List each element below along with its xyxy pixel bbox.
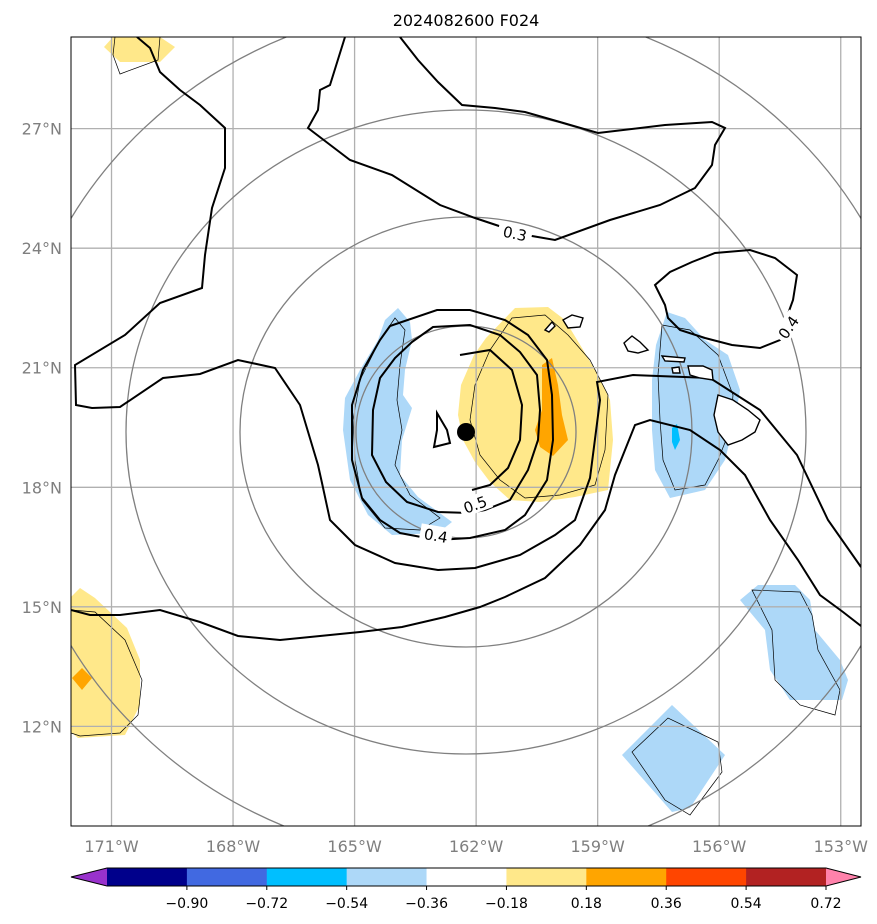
outline-lowerright [751, 589, 841, 716]
contour-0.5 [370, 323, 542, 515]
shaded-fields [71, 37, 848, 812]
colorbar-outline [70, 867, 862, 887]
colorbar-extend-max [826, 868, 861, 886]
colorbar-segment [506, 868, 587, 886]
colorbar-segment [426, 868, 507, 886]
outline-inner-blue [352, 317, 441, 531]
colorbar-tick-label: −0.18 [485, 896, 528, 912]
x-tick-label: 165°W [327, 837, 382, 856]
grid-lines [71, 37, 861, 826]
chart-title: 2024082600 F024 [393, 11, 540, 30]
colorbar-tick-label: −0.54 [325, 896, 368, 912]
x-axis-ticks: 171°W 168°W 165°W 162°W 159°W 156°W 153°W [84, 837, 868, 856]
colorbar: −0.90 −0.72 −0.54 −0.36 −0.18 0.18 0.36 0.54 0.7… [70, 867, 862, 912]
colorbar-segment [266, 868, 348, 886]
x-tick-label: 156°W [692, 837, 747, 856]
outline-bottom [631, 717, 723, 816]
shade-right-midblue [672, 424, 680, 450]
shade-left-orange [72, 668, 92, 690]
contour-0.4-outer [351, 309, 555, 542]
contour-0.4-south [71, 418, 861, 642]
colorbar-segment [586, 868, 667, 886]
y-tick-label: 12°N [22, 717, 62, 736]
colorbar-tick-label: −0.36 [405, 896, 448, 912]
x-tick-label: 162°W [449, 837, 504, 856]
shade-left-yellow [71, 588, 140, 738]
contour-label-0.3: 0.3 [501, 223, 528, 246]
contour-small-triangle [432, 409, 452, 449]
storm-center-marker [457, 423, 475, 441]
contour-inner-loop [459, 348, 524, 491]
map-area: 0.3 0.4 0.5 0.4 [71, 37, 861, 826]
island-molokai [660, 355, 686, 363]
island-oahu [623, 335, 650, 354]
y-tick-label: 24°N [22, 239, 62, 258]
colorbar-tick-label: 0.18 [571, 896, 602, 912]
colorbar-extend-min [71, 868, 107, 886]
x-tick-label: 159°W [570, 837, 625, 856]
colorbar-tick-label: 0.72 [810, 896, 841, 912]
x-tick-label: 153°W [814, 837, 869, 856]
island-niihau [543, 320, 556, 333]
contour-0.3-top [306, 37, 727, 242]
outline-left [71, 609, 143, 737]
x-tick-label: 168°W [206, 837, 261, 856]
outline-right-blue [657, 324, 734, 491]
island-kauai [562, 314, 584, 329]
coastlines [543, 314, 761, 446]
island-hawaii [713, 394, 761, 446]
y-axis-ticks: 12°N 15°N 18°N 21°N 24°N 27°N [22, 120, 62, 737]
colorbar-segment [346, 868, 428, 886]
outline-topleft [112, 37, 161, 75]
map-frame [70, 36, 862, 827]
x-tick-label: 171°W [84, 837, 139, 856]
contour-label-0.4-south: 0.4 [423, 525, 450, 547]
shade-inner-blue [343, 308, 452, 535]
colorbar-tick-label: −0.72 [245, 896, 288, 912]
shade-topleft-yellow [104, 37, 175, 62]
contour-0.3-left [73, 37, 861, 572]
shade-outlines [71, 37, 841, 816]
shade-lowerright-blue [740, 585, 848, 700]
colorbar-tick-label: −0.90 [165, 896, 208, 912]
island-lanai [671, 366, 681, 374]
contour-lines [71, 37, 861, 642]
colorbar-tick-label: 0.54 [731, 896, 762, 912]
colorbar-segment [107, 868, 188, 886]
colorbar-segment [666, 868, 747, 886]
island-maui [687, 365, 714, 381]
outline-inner-yellow [469, 314, 609, 499]
colorbar-tick-label: 0.36 [651, 896, 682, 912]
y-tick-label: 18°N [22, 478, 62, 497]
range-ring-3 [125, 109, 807, 755]
shade-bottom-blue [622, 705, 725, 812]
contour-label-layer: 0.3 0.4 0.5 0.4 [418, 220, 804, 547]
y-tick-label: 27°N [22, 120, 62, 139]
y-tick-label: 21°N [22, 359, 62, 378]
y-tick-label: 15°N [22, 598, 62, 617]
colorbar-segment [186, 868, 268, 886]
colorbar-segment [746, 868, 827, 886]
